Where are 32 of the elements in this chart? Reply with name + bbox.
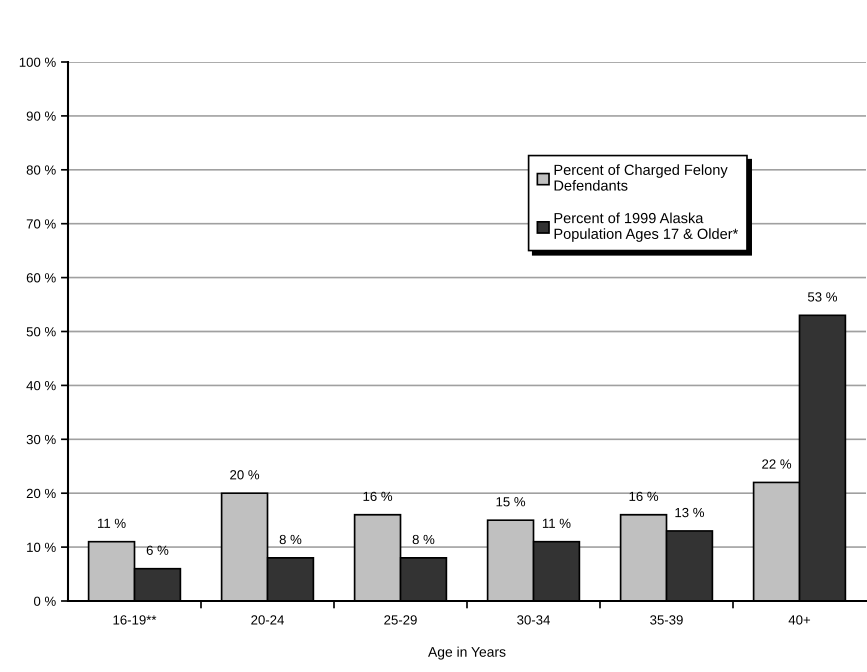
data-label: 11 %: [98, 518, 126, 528]
data-label: 22 %: [762, 459, 792, 469]
legend-label: Percent of Charged Felony Defendants: [554, 164, 728, 191]
data-label: 53 %: [808, 292, 838, 302]
x-tick-label: 16-19**: [114, 615, 156, 625]
y-tick-label: 10 %: [27, 542, 56, 552]
y-tick-label: 20 %: [26, 488, 56, 498]
y-tick-label: 60 %: [26, 273, 56, 283]
y-tick-label: 100 %: [20, 58, 56, 67]
y-tick-label: 90 %: [26, 111, 56, 121]
y-tick-label: 50 %: [26, 327, 56, 336]
y-tick-label: 40 %: [26, 380, 56, 390]
data-label: 6 %: [146, 546, 168, 555]
x-tick-label: 30-34: [517, 615, 550, 625]
data-label: 8 %: [280, 534, 302, 544]
data-label: 16 %: [364, 492, 392, 502]
data-label: 15 %: [496, 497, 526, 506]
x-tick-label: 40+: [788, 615, 810, 625]
y-tick-label: 70 %: [26, 219, 56, 229]
y-tick-label: 80 %: [26, 165, 56, 175]
x-tick-label: 20-24: [251, 615, 284, 625]
data-label: 11 %: [542, 518, 571, 528]
x-tick-label: 25-29: [384, 615, 417, 625]
x-axis-title: Age in Years: [428, 646, 506, 660]
data-label: 8 %: [412, 534, 434, 544]
x-tick-label: 35-39: [650, 615, 683, 625]
data-label: 16 %: [630, 492, 658, 502]
data-label: 20 %: [230, 470, 260, 480]
legend-label: Percent of 1999 Alaska Population Ages 17 & Older*: [554, 212, 738, 242]
data-label: 13 %: [675, 508, 704, 518]
y-tick-label: 0 %: [34, 596, 56, 606]
y-tick-label: 30 %: [26, 434, 56, 444]
